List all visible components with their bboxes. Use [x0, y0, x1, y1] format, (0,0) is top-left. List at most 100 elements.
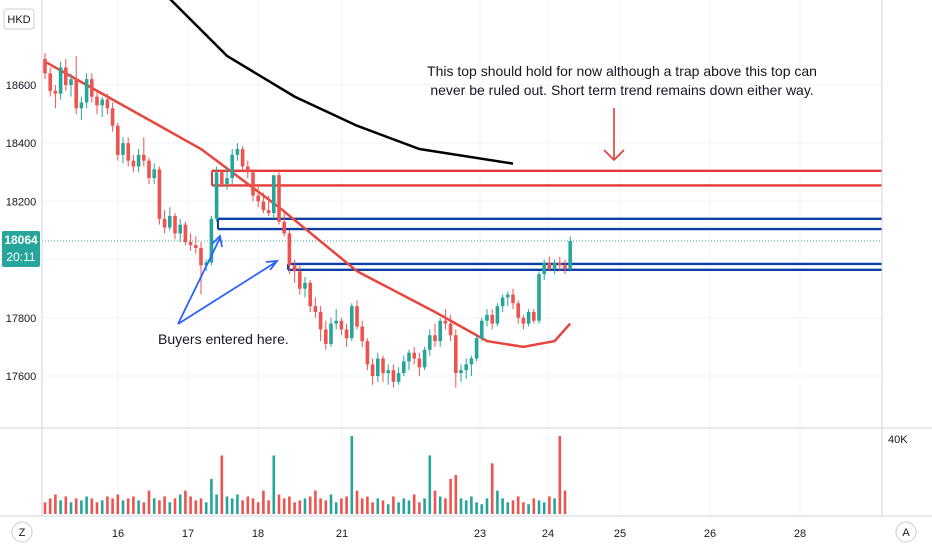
candle-body — [355, 306, 359, 327]
candle-body — [74, 79, 78, 109]
volume-bar — [204, 502, 208, 514]
candle-body — [313, 306, 318, 312]
volume-bar — [324, 500, 328, 514]
candle-body — [95, 96, 99, 106]
time-tick: 18 — [252, 528, 264, 540]
volume-bar — [178, 494, 182, 514]
candle-body — [287, 233, 292, 266]
volume-bar — [288, 496, 291, 514]
volume-bar — [558, 436, 562, 514]
volume-bar — [470, 496, 473, 514]
volume-bar — [184, 490, 187, 514]
volume-bar — [444, 498, 447, 514]
time-tick: 16 — [112, 528, 124, 540]
candle-body — [308, 282, 312, 307]
candle-body — [84, 79, 89, 103]
currency-chip[interactable] — [3, 8, 35, 30]
candle-body — [428, 335, 432, 350]
volume-bar — [397, 502, 400, 514]
candle-body — [339, 320, 344, 330]
volume-bar — [236, 494, 239, 514]
candle-body — [412, 352, 416, 359]
volume-bar — [256, 502, 260, 514]
time-tick: 17 — [182, 528, 194, 540]
volume-bar — [386, 504, 390, 514]
candle-body — [454, 335, 458, 374]
volume-bar — [303, 498, 307, 514]
auto-scale-button-label: A — [902, 527, 910, 539]
candle-body — [318, 311, 323, 330]
volume-bar — [298, 500, 302, 514]
candle-body — [568, 240, 572, 269]
price-tick: 17800 — [6, 313, 37, 325]
candle-body — [464, 364, 468, 371]
volume-bar — [537, 500, 541, 514]
volume-bar — [168, 502, 172, 514]
volume-bar — [376, 498, 380, 514]
volume-bar — [111, 498, 114, 514]
volume-bar — [43, 502, 47, 514]
volume-bar — [350, 436, 354, 514]
time-tick: 26 — [704, 528, 716, 540]
volume-bar — [282, 498, 286, 514]
timezone-button[interactable] — [11, 521, 33, 543]
candle-body — [495, 306, 500, 324]
volume-bar — [220, 455, 224, 514]
volume-bar — [225, 496, 229, 514]
volume-bar — [173, 498, 177, 514]
timezone-button-label: Z — [19, 527, 26, 539]
volume-bar — [293, 502, 296, 514]
volume-bar — [459, 498, 463, 514]
candle-body — [563, 265, 567, 269]
candle-body — [235, 149, 240, 155]
price-tick: 18200 — [6, 196, 37, 208]
moving-average-black — [169, 0, 514, 165]
volume-bar — [464, 500, 468, 514]
candle-body — [152, 169, 156, 179]
volume-bar — [392, 496, 395, 514]
candle-body — [558, 262, 562, 266]
volume-bar — [548, 496, 551, 514]
auto-scale-button[interactable] — [895, 521, 917, 543]
candle-body — [542, 262, 546, 275]
volume-bar — [340, 498, 343, 514]
candle-body — [396, 373, 401, 382]
time-tick: 23 — [474, 528, 486, 540]
volume-bar — [215, 494, 218, 514]
current-price-countdown: 20:11 — [6, 250, 35, 264]
grid — [42, 0, 882, 516]
candle-body — [402, 361, 406, 374]
volume-bar — [516, 496, 520, 514]
candle-body — [506, 294, 510, 298]
candle-body — [448, 323, 453, 336]
volume-bar — [314, 490, 317, 514]
volume-bar — [241, 500, 244, 514]
volume-bar — [90, 498, 94, 514]
top-note-line1: This top should hold for now although a … — [427, 63, 817, 79]
volume-bar — [438, 496, 442, 514]
candle-body — [365, 341, 370, 365]
volume-bar — [428, 455, 432, 514]
volume-bar — [64, 496, 68, 514]
candle-body — [443, 320, 448, 324]
volume-bar — [116, 494, 120, 514]
price-tick: 18600 — [6, 80, 37, 92]
volume-bar — [262, 490, 265, 514]
volume-bar — [485, 498, 489, 514]
volume-bar — [501, 498, 504, 514]
candle-body — [147, 160, 151, 179]
candle-body — [386, 370, 390, 374]
volume-bar — [490, 463, 494, 514]
candle-body — [376, 358, 380, 376]
volume-bar — [54, 494, 57, 514]
candle-body — [521, 317, 526, 324]
volume-bar — [381, 500, 385, 514]
volume-bar — [147, 490, 151, 514]
candle-body — [474, 338, 479, 359]
price-tick: 18400 — [6, 138, 37, 150]
candle-body — [79, 102, 84, 109]
candle-body — [240, 149, 245, 167]
candle-body — [516, 303, 520, 318]
candle-body — [121, 143, 125, 155]
candlesticks — [43, 52, 572, 388]
